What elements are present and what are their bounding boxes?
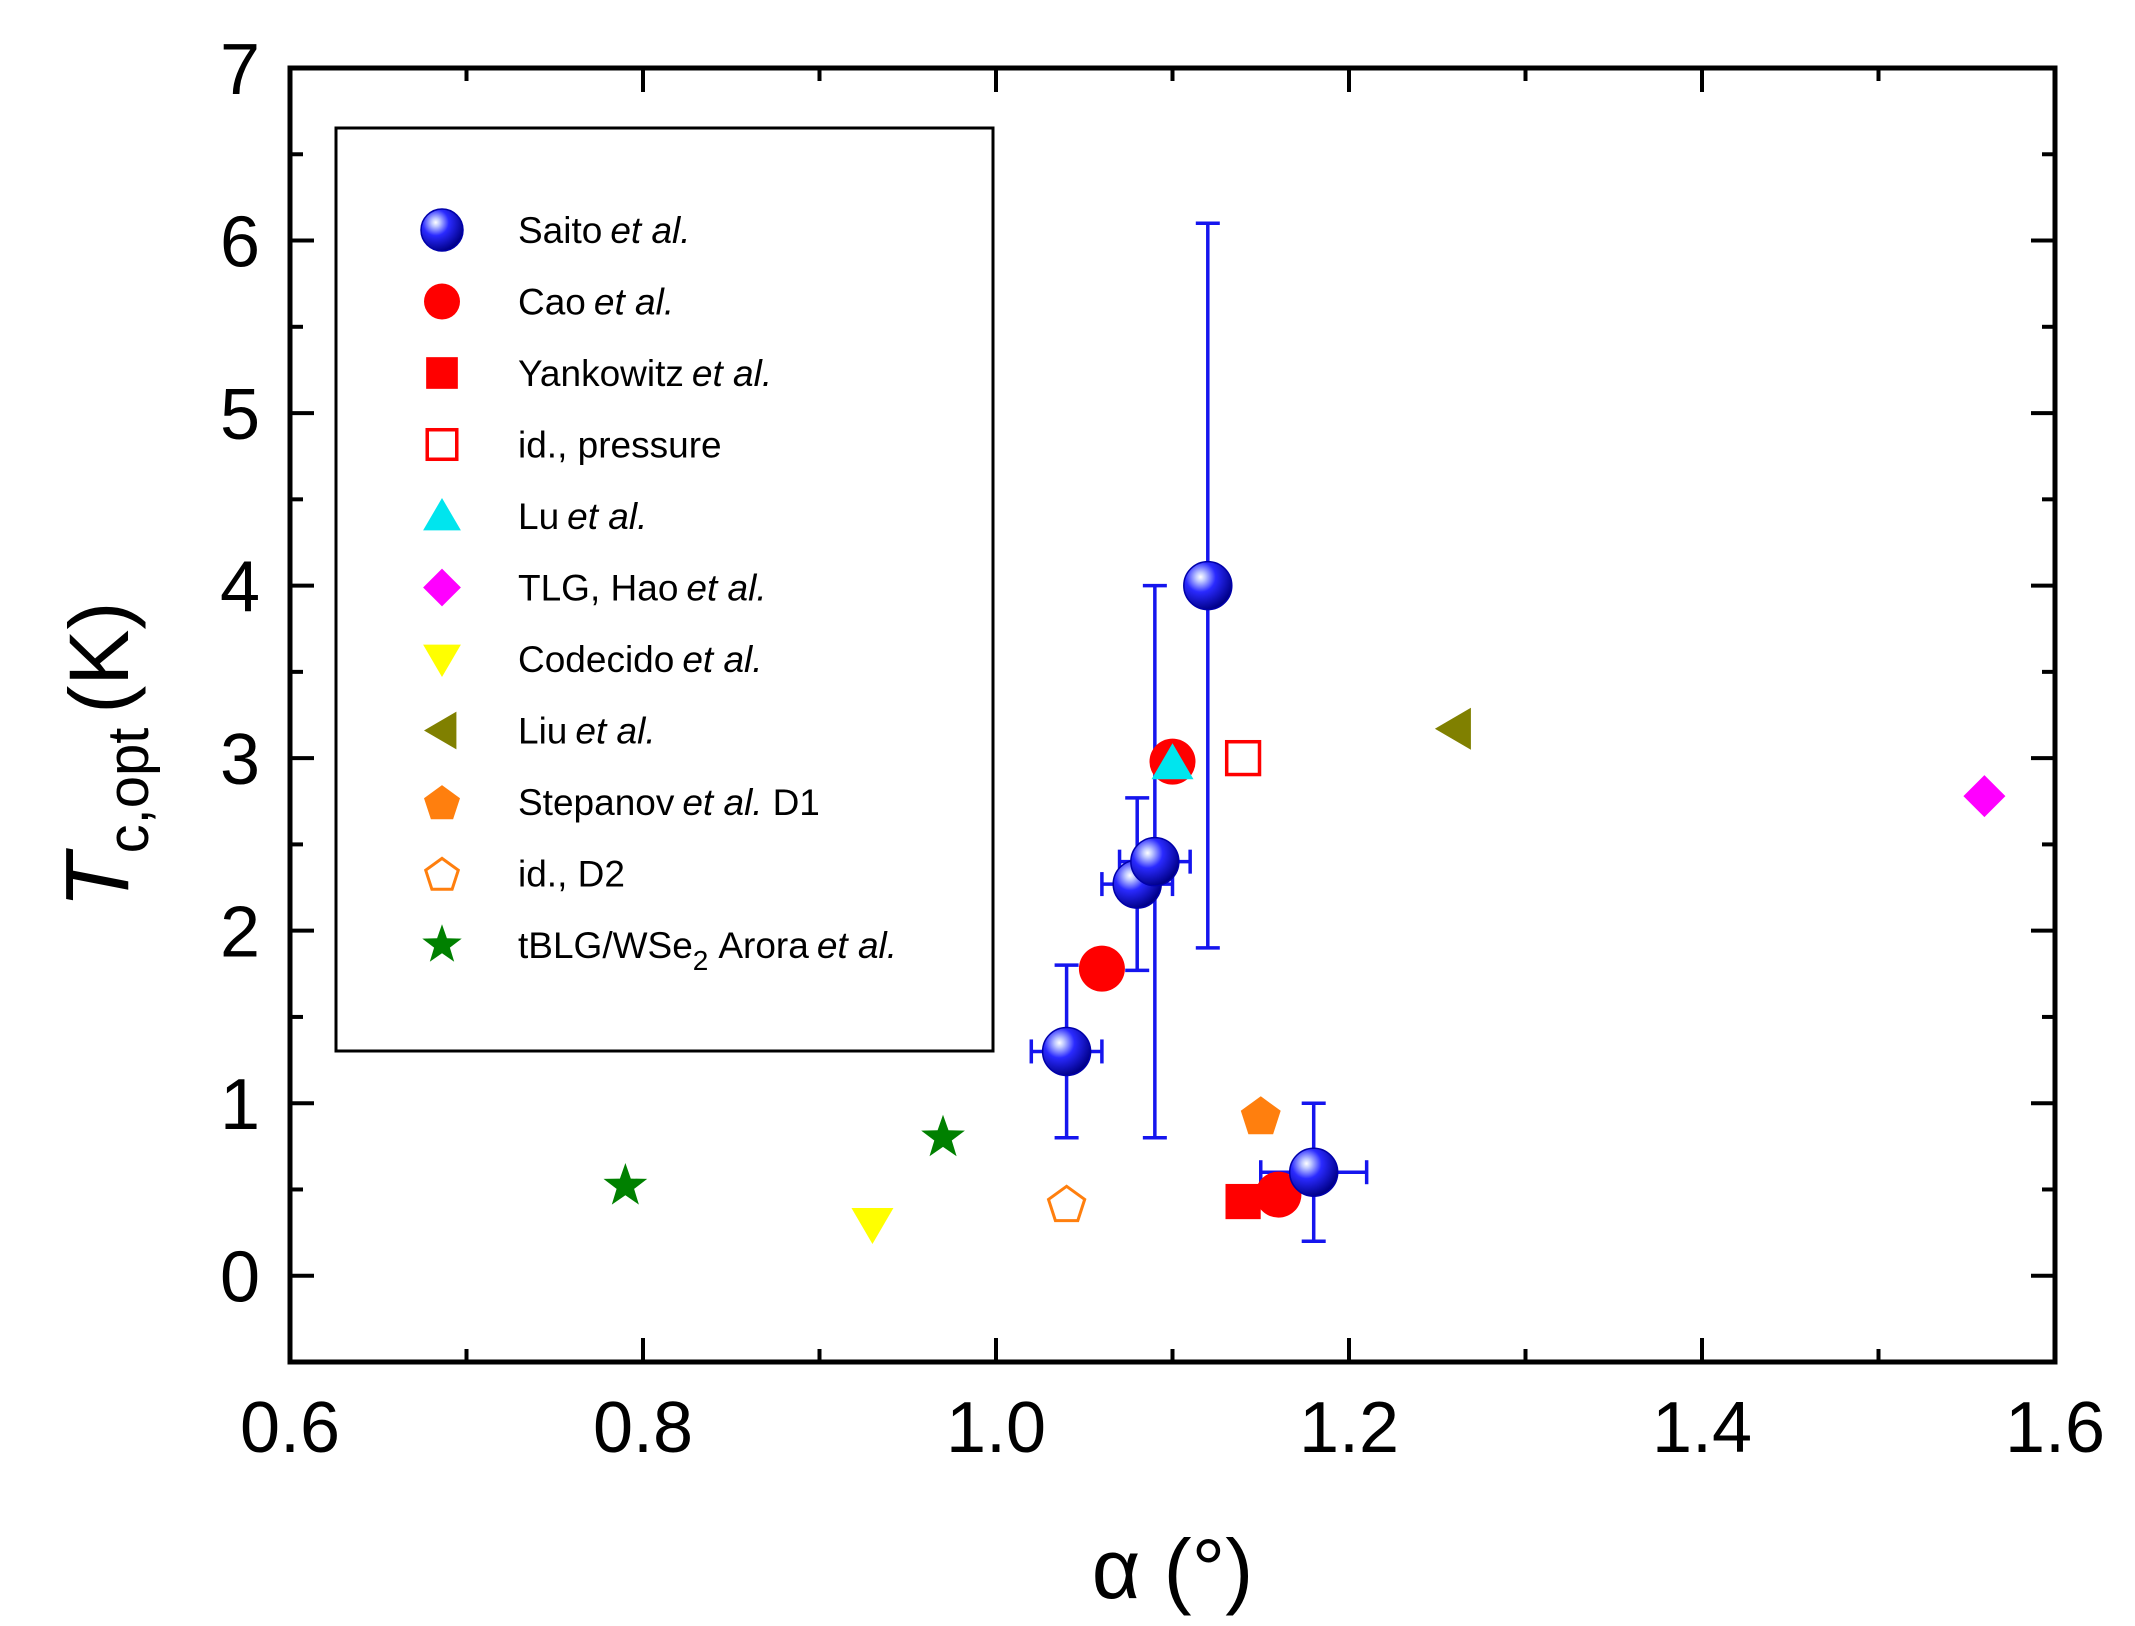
data-point (1963, 775, 2006, 818)
data-point (1255, 1171, 1302, 1218)
y-tick-label: 3 (220, 720, 260, 800)
legend-label-name: Yankowitz (518, 353, 684, 394)
legend-entry: Yankowitz et al. (426, 353, 772, 394)
y-axis-title-subscript: c,opt (96, 728, 161, 854)
data-points (603, 560, 2006, 1244)
data-point (1046, 1184, 1087, 1223)
legend: Saito et al.Cao et al.Yankowitz et al.id., … (334, 126, 995, 1053)
data-point (1041, 1026, 1092, 1077)
legend-label-name: Liu (518, 711, 567, 752)
y-tick-label: 0 (220, 1238, 260, 1318)
legend-label-etal: et al. (692, 353, 772, 394)
y-tick-label: 1 (220, 1065, 260, 1145)
x-tick-label: 1.0 (946, 1388, 1046, 1468)
data-point (1078, 945, 1125, 992)
legend-label-extra: D1 (773, 782, 820, 823)
legend-entry: tBLG/WSe2 Arora et al. (422, 924, 897, 976)
y-tick-label: 7 (220, 30, 260, 110)
x-tick-label: 1.2 (1299, 1388, 1399, 1468)
legend-label-etal: et al. (610, 210, 690, 251)
legend-label: Cao et al. (518, 282, 674, 323)
legend-label-name: Saito (518, 210, 602, 251)
legend-label-name: id., pressure (518, 425, 722, 466)
data-point (1240, 1096, 1281, 1135)
legend-label: Liu et al. (518, 711, 656, 752)
x-tick-label: 0.6 (240, 1388, 340, 1468)
legend-label-etal: et al. (682, 782, 762, 823)
legend-marker (424, 283, 460, 320)
legend-label: tBLG/WSe2 Arora et al. (518, 925, 897, 976)
legend-label-name: Stepanov (518, 782, 675, 823)
axes: 0.6 0.8 1.0 1.2 1.4 1.6 0 1 2 3 4 5 6 7 α (°) Tc,opt (K) (48, 30, 2105, 1616)
legend-marker (423, 568, 461, 607)
y-axis-title: Tc,opt (K) (48, 602, 161, 909)
data-point (1288, 1147, 1339, 1197)
data-point (851, 1207, 894, 1244)
legend-marker (423, 498, 461, 531)
x-tick-label: 1.6 (2005, 1388, 2105, 1468)
legend-label-etal: et al. (817, 925, 897, 966)
legend-label: id., pressure (518, 425, 722, 466)
y-axis-title-unit: (K) (52, 602, 146, 714)
legend-label-name: TLG, Hao (518, 568, 678, 609)
legend-label: Saito et al. (518, 210, 691, 251)
legend-label: TLG, Hao et al. (518, 568, 767, 609)
error-bars (1029, 221, 1369, 1243)
legend-label-name: Codecido (518, 639, 674, 680)
y-axis-title-text: Tc,opt (K) (48, 602, 161, 909)
legend-entry: Liu et al. (424, 711, 656, 752)
legend-marker (424, 711, 457, 750)
y-axis-title-symbol: T (48, 847, 148, 908)
legend-label-subscript: 2 (693, 945, 709, 976)
data-point (921, 1114, 965, 1157)
x-tick-label: 1.4 (1652, 1388, 1752, 1468)
data-point (1151, 743, 1194, 780)
data-point (1225, 1183, 1261, 1220)
legend-entry: Saito et al. (420, 208, 691, 252)
data-point (1130, 836, 1180, 887)
legend-label-author: Arora (718, 925, 809, 966)
data-point (1224, 739, 1262, 777)
legend-marker (426, 357, 458, 389)
legend-entry: TLG, Hao et al. (423, 568, 767, 609)
y-tick-label: 5 (220, 375, 260, 455)
legend-label: Codecido et al. (518, 639, 763, 680)
legend-label: Yankowitz et al. (518, 353, 772, 394)
legend-label: Stepanov et al. D1 (518, 782, 820, 823)
legend-label-etal: et al. (567, 496, 647, 537)
legend-marker (420, 208, 464, 252)
legend-label-name: Lu (518, 496, 559, 537)
y-tick-label: 2 (220, 893, 260, 973)
legend-label-name: id., D2 (518, 854, 625, 895)
y-tick-label: 4 (220, 548, 260, 628)
legend-entry: id., D2 (423, 854, 625, 895)
x-tick-label: 0.8 (593, 1388, 693, 1468)
legend-marker (423, 856, 461, 891)
data-point (1183, 560, 1233, 611)
x-axis-title: α (°) (1092, 1522, 1253, 1616)
legend-label-etal: et al. (686, 568, 766, 609)
legend-entry: Lu et al. (423, 496, 647, 537)
legend-label-etal: et al. (594, 282, 674, 323)
legend-entry: Cao et al. (424, 282, 674, 323)
legend-marker (423, 644, 461, 677)
legend-marker (422, 924, 462, 962)
data-point (603, 1163, 648, 1205)
legend-label-name: tBLG/WSe (518, 925, 693, 966)
y-tick-label: 6 (220, 203, 260, 283)
legend-label-name: Cao (518, 282, 586, 323)
legend-marker (424, 785, 460, 820)
data-point (1434, 707, 1471, 750)
legend-entry: Stepanov et al. D1 (424, 782, 820, 823)
legend-entry: id., pressure (425, 425, 722, 466)
legend-entry: Codecido et al. (423, 639, 763, 680)
legend-label: Lu et al. (518, 496, 647, 537)
legend-label: id., D2 (518, 854, 625, 895)
legend-label-etal: et al. (575, 711, 655, 752)
legend-label-etal: et al. (682, 639, 762, 680)
legend-marker (425, 427, 459, 462)
